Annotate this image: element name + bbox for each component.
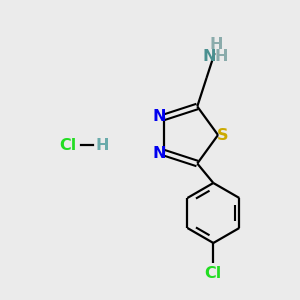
Text: H: H [215, 49, 228, 64]
Text: N: N [203, 49, 216, 64]
Text: H: H [210, 37, 223, 52]
Text: H: H [95, 137, 109, 152]
Text: Cl: Cl [59, 137, 76, 152]
Text: Cl: Cl [205, 266, 222, 281]
Text: S: S [217, 128, 229, 142]
Text: N: N [153, 146, 166, 161]
Text: N: N [153, 109, 166, 124]
